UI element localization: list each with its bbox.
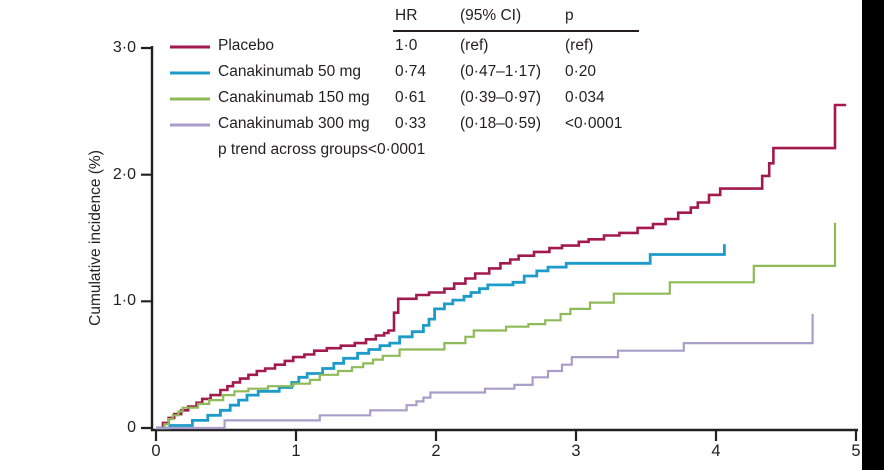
p-placebo: (ref): [565, 37, 594, 54]
hr-300mg: 0·33: [395, 115, 427, 132]
hr-50mg: 0·74: [395, 63, 427, 80]
y-tick-label-1: 1·0: [112, 292, 136, 309]
series-line-canakinumab-50-mg: [156, 244, 726, 430]
series-line-canakinumab-300-mg: [156, 314, 814, 430]
x-tick-label-3: 3: [571, 442, 581, 460]
ci-300mg: (0·18–0·59): [460, 115, 541, 132]
right-edge-bar: [862, 0, 884, 470]
table-header-ci: (95% CI): [460, 7, 522, 24]
p-50mg: 0·20: [565, 63, 597, 80]
ci-placebo: (ref): [460, 37, 489, 54]
p-trend-note: p trend across groups<0·0001: [218, 141, 426, 158]
x-tick-label-5: 5: [851, 442, 861, 460]
table-header-rule: [393, 30, 639, 32]
legend-label-50mg: Canakinumab 50 mg: [218, 63, 362, 80]
x-tick-label-1: 1: [291, 442, 301, 460]
x-tick-marks: [154, 430, 858, 441]
ci-150mg: (0·39–0·97): [460, 89, 541, 106]
hr-150mg: 0·61: [395, 89, 427, 106]
x-tick-label-0: 0: [151, 442, 161, 460]
table-header-p: p: [565, 7, 574, 24]
y-tick-marks: [141, 46, 152, 430]
legend-label-150mg: Canakinumab 150 mg: [218, 89, 370, 106]
legend-label-300mg: Canakinumab 300 mg: [218, 115, 370, 132]
legend-label-placebo: Placebo: [218, 37, 275, 54]
y-tick-label-2: 2·0: [112, 166, 136, 183]
y-tick-label-0: 0: [127, 419, 136, 436]
hr-placebo: 1·0: [395, 37, 418, 54]
y-tick-label-3: 3·0: [112, 39, 136, 56]
table-header-hr: HR: [395, 7, 418, 24]
p-150mg: 0·034: [565, 89, 605, 106]
ci-50mg: (0·47–1·17): [460, 63, 541, 80]
p-300mg: <0·0001: [565, 115, 623, 132]
series-line-placebo: [156, 103, 847, 430]
x-tick-label-2: 2: [431, 442, 441, 460]
series-line-canakinumab-150-mg: [156, 222, 837, 430]
x-tick-label-4: 4: [711, 442, 721, 460]
